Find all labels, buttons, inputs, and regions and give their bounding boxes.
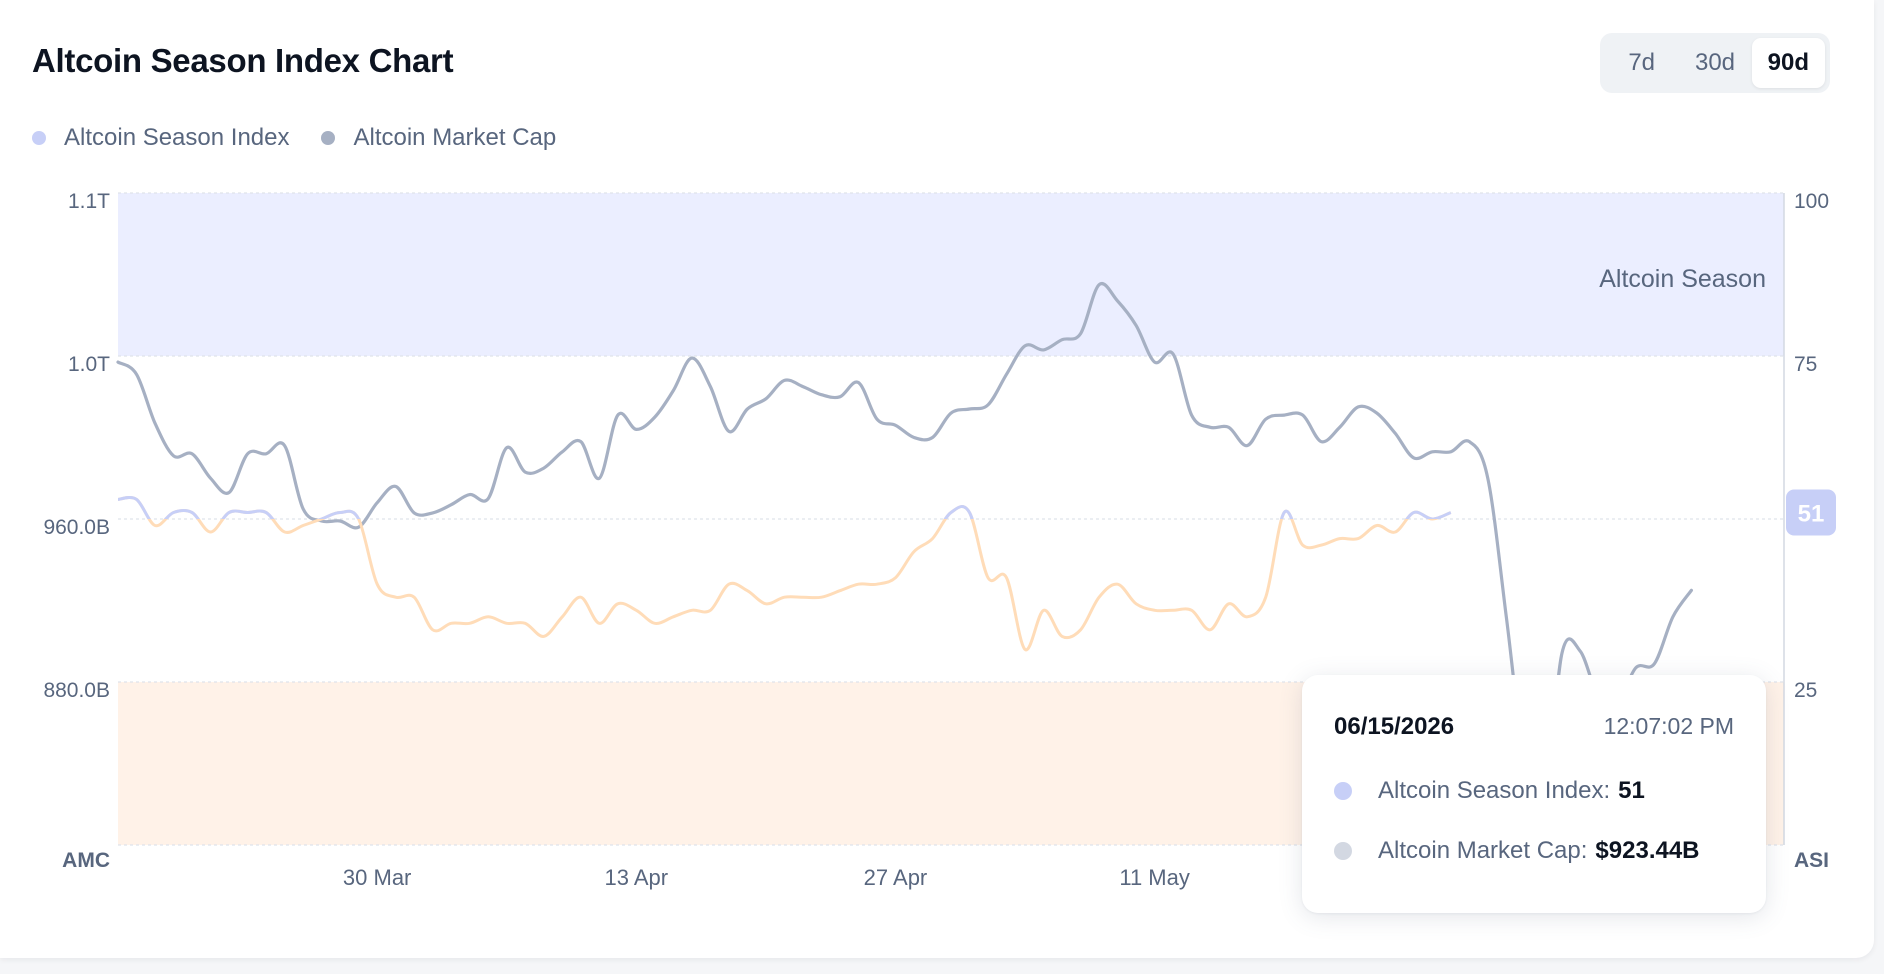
x-tick-label: 30 Mar — [343, 865, 411, 890]
x-tick-label: 27 Apr — [864, 865, 928, 890]
tooltip-label: Altcoin Market Cap: — [1378, 837, 1588, 864]
left-tick-label: 960.0B — [43, 516, 110, 539]
left-tick-label: 880.0B — [43, 679, 110, 702]
tooltip-dot-icon — [1334, 842, 1352, 860]
tooltip-label: Altcoin Season Index: — [1378, 777, 1611, 804]
season-index-line — [117, 496, 1452, 651]
left-tick-label: 1.1T — [68, 190, 110, 213]
range-7d-button[interactable]: 7d — [1628, 49, 1656, 76]
x-tick-label: 11 May — [1119, 865, 1190, 890]
tooltip-row-market-cap: Altcoin Market Cap: $923.44B — [1334, 837, 1734, 865]
tooltip-time: 12:07:02 PM — [1603, 713, 1734, 739]
legend-item-market-cap[interactable]: Altcoin Market Cap — [321, 124, 556, 152]
left-tick-label: 1.0T — [68, 353, 110, 376]
range-30d-button[interactable]: 30d — [1694, 49, 1736, 76]
tooltip-row-season-index: Altcoin Season Index: 51 — [1334, 777, 1734, 805]
left-axis-label: AMC — [62, 849, 110, 872]
chart-title: Altcoin Season Index Chart — [32, 42, 454, 79]
altcoin-season-zone — [118, 193, 1784, 356]
zone-label: Altcoin Season — [1599, 265, 1766, 293]
right-tick-label: 75 — [1794, 353, 1817, 376]
tooltip-dot-icon — [1334, 782, 1352, 800]
chart-tooltip: 06/15/2026 12:07:02 PM Altcoin Season In… — [1302, 675, 1766, 913]
legend-label: Altcoin Market Cap — [353, 124, 557, 151]
market-cap-line — [116, 281, 1693, 822]
right-tick-label: 25 — [1794, 679, 1817, 702]
range-90d-button[interactable]: 90d — [1751, 38, 1825, 88]
season-index-highlight-line — [118, 496, 1452, 519]
legend-dot-icon — [321, 131, 336, 145]
badge-value: 51 — [1798, 500, 1825, 527]
x-tick-label: 13 Apr — [605, 865, 669, 890]
legend-dot-icon — [32, 131, 46, 145]
range-selector: 7d 30d 90d — [1600, 33, 1830, 93]
right-tick-label: 100 — [1794, 190, 1829, 213]
chart-card: Altcoin Season Index Chart 7d 30d 90d Al… — [32, 33, 1836, 913]
current-index-badge: 51 — [1786, 489, 1836, 536]
chart-legend: Altcoin Season Index Altcoin Market Cap — [32, 124, 588, 152]
badge-background — [1786, 489, 1836, 536]
legend-label: Altcoin Season Index — [64, 124, 290, 151]
tooltip-value: $923.44B — [1595, 837, 1700, 864]
legend-item-season-index[interactable]: Altcoin Season Index — [32, 124, 289, 152]
right-axis-label: ASI — [1794, 849, 1829, 872]
tooltip-value: 51 — [1618, 777, 1645, 804]
tooltip-date: 06/15/2026 — [1334, 713, 1455, 740]
